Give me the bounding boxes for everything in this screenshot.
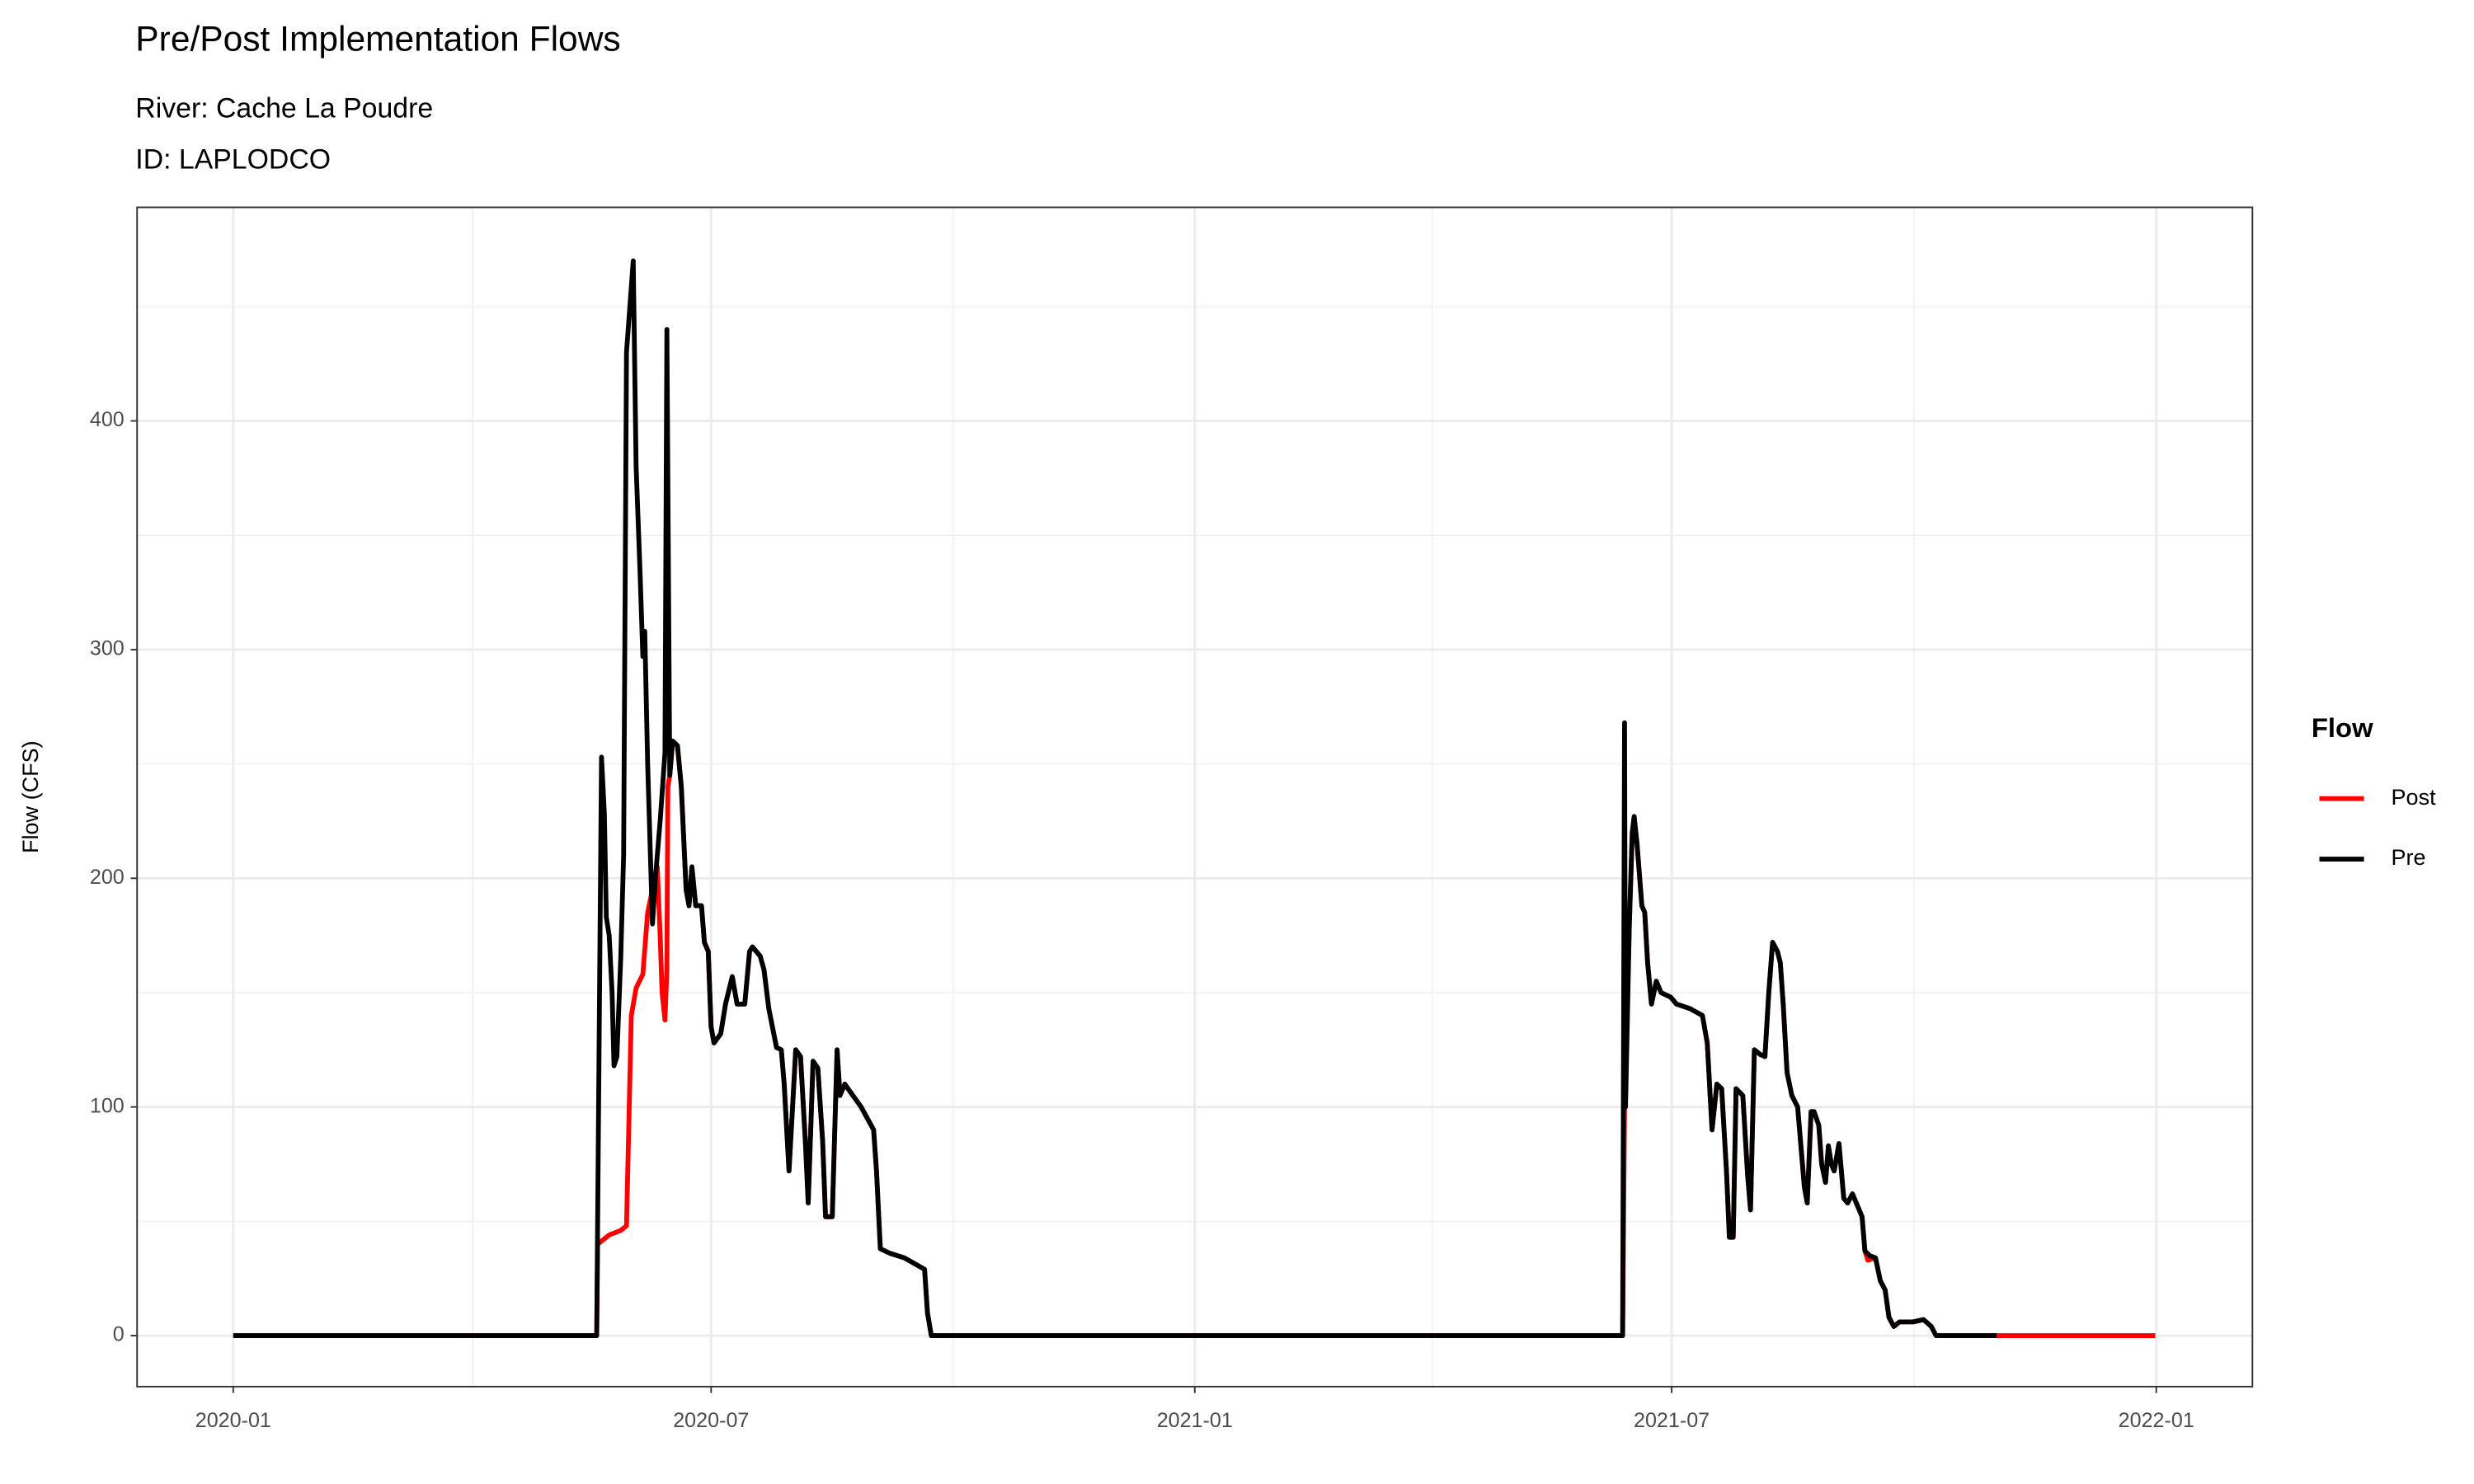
x-tick-label: 2021-07 — [1634, 1409, 1710, 1432]
y-axis-label: Flow (CFS) — [18, 740, 43, 853]
y-tick-label: 300 — [90, 637, 125, 660]
x-tick-label: 2020-07 — [673, 1409, 749, 1432]
plot-border — [136, 206, 2254, 1388]
chart-title: Pre/Post Implementation Flows — [135, 21, 620, 59]
series-line — [233, 258, 1997, 1338]
chart-subtitle: River: Cache La Poudre — [135, 93, 433, 124]
x-tick-label: 2022-01 — [2119, 1409, 2194, 1432]
x-tick-label: 2020-01 — [195, 1409, 271, 1432]
legend-label: Post — [2391, 785, 2436, 810]
legend-label: Pre — [2391, 845, 2425, 870]
y-tick-label: 200 — [90, 866, 125, 889]
y-tick-label: 0 — [113, 1323, 125, 1346]
y-tick-label: 400 — [90, 408, 125, 431]
x-tick-label: 2021-01 — [1157, 1409, 1233, 1432]
y-tick-label: 100 — [90, 1094, 125, 1117]
legend-title: Flow — [2312, 712, 2373, 743]
chart-subtitle: ID: LAPLODCO — [135, 143, 331, 175]
